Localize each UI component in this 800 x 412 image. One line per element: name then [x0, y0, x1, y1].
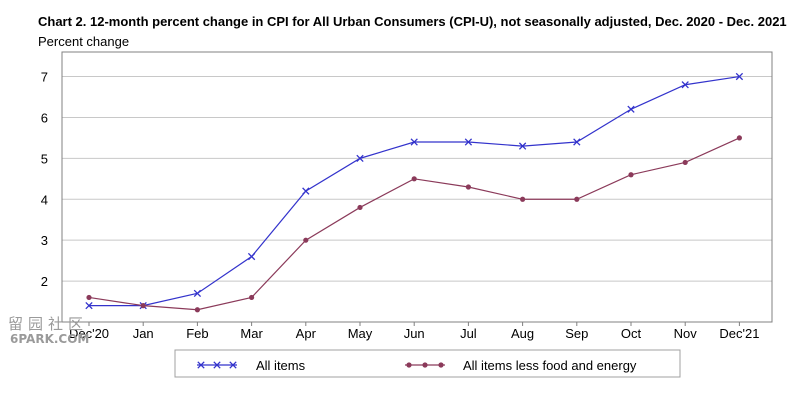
data-point-0-4	[302, 187, 310, 195]
legend-label-0: All items	[256, 358, 306, 373]
y-tick-label-4: 4	[41, 192, 48, 207]
data-point-1-12	[736, 135, 743, 141]
y-tick-label-7: 7	[41, 70, 48, 85]
legend-marker-1-2	[438, 362, 444, 368]
data-point-1-7	[465, 184, 471, 190]
data-point-1-10	[628, 172, 634, 178]
legend-marker-1-0	[406, 362, 412, 368]
data-point-0-11	[681, 81, 689, 89]
x-tick-label-9: Sep	[565, 326, 588, 341]
x-tick-label-3: Mar	[240, 326, 263, 341]
data-point-1-8	[520, 196, 526, 202]
data-point-0-9	[573, 138, 581, 146]
plot-area	[61, 51, 773, 323]
data-point-0-3	[247, 252, 256, 261]
legend-marker-0-0	[197, 361, 205, 369]
data-point-0-2	[193, 289, 202, 298]
x-tick-label-12: Dec'21	[719, 326, 759, 341]
data-point-1-4	[303, 237, 309, 243]
data-point-1-1	[140, 303, 146, 309]
data-point-0-7	[464, 138, 473, 146]
data-point-1-11	[682, 159, 688, 166]
legend	[174, 349, 681, 378]
data-point-0-0	[85, 301, 93, 310]
data-point-1-3	[249, 294, 255, 301]
chart-title: Chart 2. 12-month percent change in CPI …	[38, 14, 787, 29]
legend-marker-0-1	[213, 361, 221, 369]
legend-marker-0-2	[229, 361, 237, 369]
x-tick-label-0: Dec'20	[69, 326, 109, 341]
data-point-1-2	[194, 307, 200, 313]
y-tick-label-5: 5	[41, 151, 48, 166]
data-point-1-0	[86, 294, 92, 301]
x-tick-label-1: Jan	[133, 326, 154, 341]
data-point-0-12	[735, 72, 744, 81]
y-tick-label-6: 6	[41, 110, 48, 125]
data-point-1-5	[357, 204, 363, 211]
x-tick-label-2: Feb	[186, 326, 208, 341]
data-point-1-6	[411, 176, 417, 182]
data-point-0-8	[518, 142, 527, 150]
x-tick-label-11: Nov	[674, 326, 698, 341]
x-tick-label-7: Jul	[460, 326, 477, 341]
y-tick-label-2: 2	[41, 274, 48, 289]
watermark-glyphs: 留园社区	[8, 315, 89, 333]
data-point-1-9	[574, 196, 580, 202]
series-line-1	[88, 137, 740, 311]
series-1	[86, 135, 743, 313]
x-tick-label-8: Aug	[511, 326, 534, 341]
legend-label-1: All items less food and energy	[463, 358, 637, 373]
data-point-0-5	[356, 154, 364, 163]
legend-marker-1-1	[422, 362, 428, 368]
data-point-0-10	[627, 105, 635, 113]
y-axis-label: Percent change	[38, 34, 130, 49]
legend-item-0: All items	[197, 358, 306, 373]
x-tick-label-5: May	[348, 326, 373, 341]
watermark-text: 6PARK.COM	[10, 332, 90, 346]
series-line-0	[89, 75, 740, 307]
data-point-0-6	[410, 138, 418, 146]
y-tick-label-3: 3	[41, 233, 48, 248]
x-tick-label-4: Apr	[296, 326, 317, 341]
watermark: 留园社区 6PARK.COM	[4, 313, 104, 349]
legend-item-1: All items less food and energy	[405, 358, 637, 373]
x-tick-label-6: Jun	[404, 326, 425, 341]
x-tick-label-10: Oct	[621, 326, 642, 341]
series-0	[85, 72, 744, 310]
